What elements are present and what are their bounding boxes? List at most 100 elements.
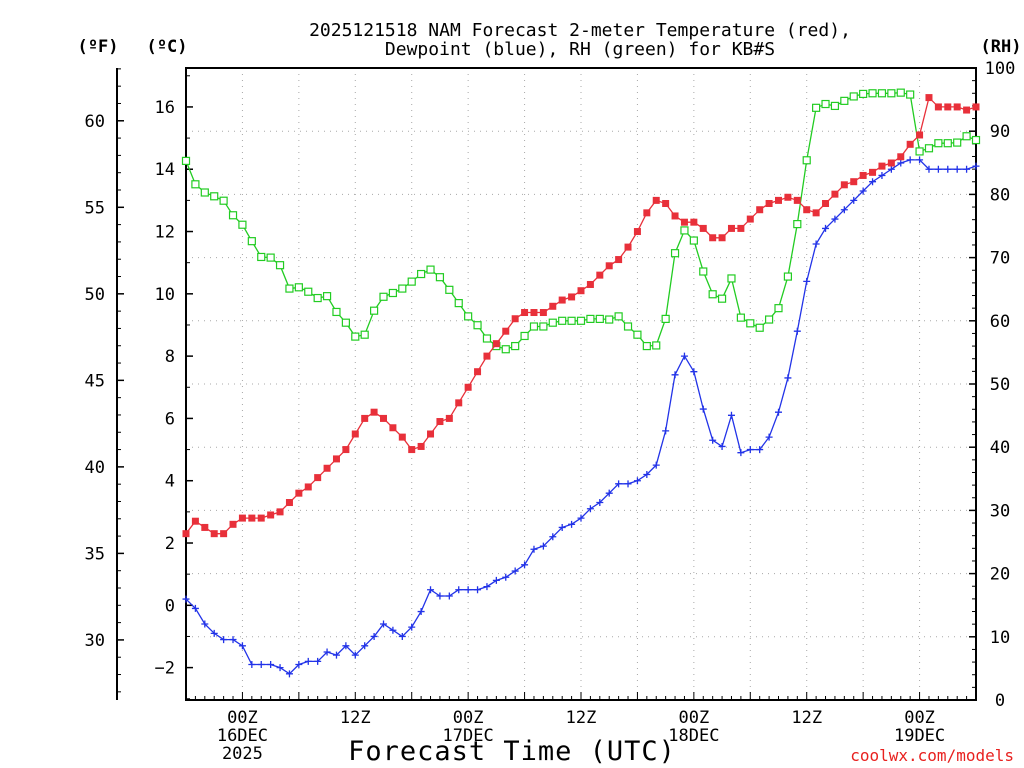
temperature-point: [445, 414, 453, 422]
dewpoint-point: [756, 446, 764, 454]
rh-tick-label: 70: [990, 249, 1010, 269]
temperature-point: [643, 209, 651, 217]
rh-point: [614, 312, 623, 321]
fahrenheit-tick-label: 30: [85, 631, 105, 651]
celsius-tick-label: 0: [165, 596, 175, 616]
dewpoint-point: [417, 608, 425, 616]
temperature-point: [615, 256, 623, 264]
dewpoint-point: [276, 664, 284, 672]
dewpoint-point: [285, 670, 293, 678]
temperature-point: [718, 234, 726, 242]
rh-point: [398, 284, 407, 293]
dewpoint-point: [963, 165, 971, 173]
rh-point: [953, 138, 962, 147]
temperature-point: [662, 199, 670, 207]
temperature-point: [342, 446, 350, 454]
rh-point: [351, 332, 360, 341]
rh-point: [548, 318, 557, 327]
temperature-point: [925, 94, 933, 102]
rh-point: [586, 314, 595, 324]
dewpoint-point: [916, 156, 924, 164]
rh-point: [736, 313, 745, 322]
temperature-point: [417, 442, 425, 450]
temperature-point: [304, 483, 312, 491]
rh-point: [896, 88, 905, 97]
x-tick-label: 12Z: [791, 708, 822, 728]
rh-point: [313, 293, 322, 303]
temperature-point: [850, 178, 858, 186]
dewpoint-point: [558, 523, 566, 531]
temperature-point: [756, 206, 764, 214]
dewpoint-point: [652, 461, 660, 469]
fahrenheit-tick-label: 50: [85, 285, 105, 305]
rh-point: [247, 237, 256, 246]
temperature-point: [389, 424, 397, 432]
rh-point: [304, 287, 313, 296]
temperature-point: [840, 181, 848, 189]
rh-point: [454, 299, 463, 308]
rh-point: [285, 284, 294, 293]
rh-point: [708, 290, 717, 299]
dewpoint-point: [897, 159, 905, 167]
x-axis-title: Forecast Time (UTC): [348, 736, 676, 767]
rh-point: [595, 314, 604, 324]
rh-tick-label: 80: [990, 185, 1010, 205]
temperature-point: [436, 418, 444, 426]
fahrenheit-tick-label: 35: [85, 544, 105, 564]
rh-tick-label: 60: [990, 312, 1010, 332]
temperature-point: [210, 530, 218, 538]
temperature-point: [483, 352, 491, 360]
rh-point: [802, 156, 811, 165]
dewpoint-point: [784, 374, 792, 382]
temperature-point: [464, 383, 472, 391]
rh-point: [445, 285, 454, 294]
celsius-tick-label: 6: [165, 409, 175, 429]
x-tick-label: 17DEC: [443, 726, 494, 746]
dewpoint-point: [934, 165, 942, 173]
celsius-tick-label: 8: [165, 347, 175, 367]
temperature-point: [182, 530, 190, 538]
rh-point: [332, 307, 341, 317]
x-tick-label: 12Z: [340, 708, 371, 728]
temperature-point: [605, 262, 613, 270]
dewpoint-point: [502, 573, 510, 581]
celsius-tick-label: 10: [155, 285, 175, 305]
rh-point: [379, 292, 388, 301]
dewpoint-point: [727, 411, 735, 419]
temperature-point: [577, 287, 585, 295]
temperature-point: [737, 224, 745, 232]
rh-point: [200, 188, 209, 197]
rh-point: [605, 315, 614, 324]
dewpoint-point: [295, 660, 303, 668]
rh-point: [294, 283, 303, 292]
rh-point: [821, 99, 830, 109]
dewpoint-point: [596, 499, 604, 507]
dewpoint-point: [869, 178, 877, 186]
temperature-point: [803, 206, 811, 214]
dewpoint-point: [709, 436, 717, 444]
dewpoint-point: [389, 626, 397, 634]
temperature-point: [558, 296, 566, 304]
dewpoint-point: [427, 586, 435, 594]
rh-point: [727, 274, 736, 283]
dewpoint-point: [304, 657, 312, 665]
dewpoint-point: [220, 636, 228, 644]
temperature-point: [859, 171, 867, 179]
dewpoint-point: [944, 165, 952, 173]
dewpoint-point: [906, 156, 914, 164]
temperature-point: [408, 446, 416, 454]
x-tick-label: 00Z: [227, 708, 258, 728]
temperature-point: [502, 327, 510, 335]
rh-point: [661, 314, 670, 324]
rh-point: [417, 269, 426, 279]
axes: −2 0 2 4 6 8 10 12 14 16 30 35 40 45 50 55 60 0 10 20 30 40 50…: [85, 59, 1016, 764]
temperature-point: [398, 433, 406, 441]
fahrenheit-axis-label: (ºF): [78, 37, 119, 57]
rh-point: [755, 323, 764, 332]
rh-tick-label: 10: [990, 628, 1010, 648]
celsius-tick-label: 16: [155, 98, 175, 118]
temperature-point: [812, 209, 820, 217]
x-tick-label: 18DEC: [668, 726, 719, 746]
rh-point: [238, 220, 247, 229]
dewpoint-point: [831, 215, 839, 223]
